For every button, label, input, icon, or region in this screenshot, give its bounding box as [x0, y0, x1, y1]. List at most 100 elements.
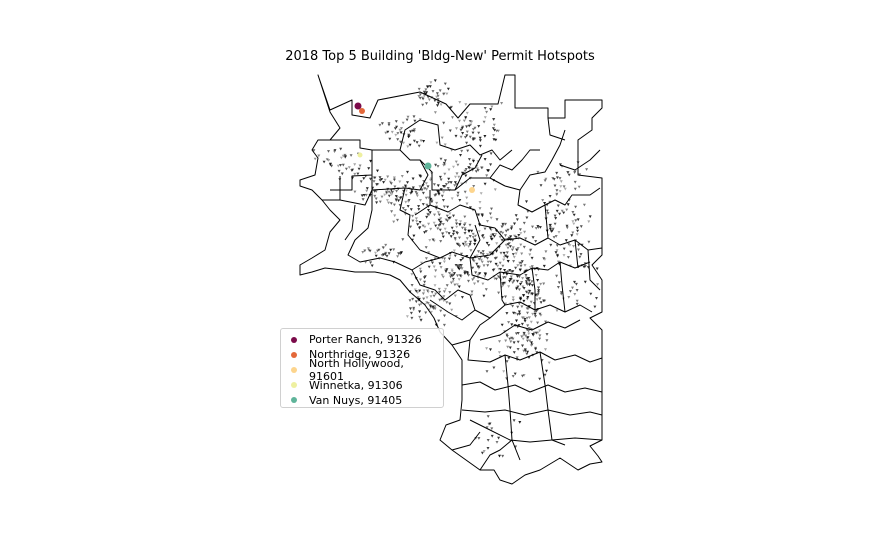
permit-marker-icon — [501, 231, 505, 235]
permit-marker-icon — [426, 289, 430, 293]
permit-marker-icon — [467, 274, 471, 277]
permit-marker-icon — [393, 185, 397, 189]
permit-marker-icon — [567, 242, 571, 246]
permit-marker-icon — [465, 202, 469, 206]
permit-marker-icon — [556, 204, 560, 207]
permit-marker-icon — [530, 268, 534, 272]
permit-marker-icon — [554, 251, 558, 254]
permit-marker-icon — [523, 318, 527, 321]
permit-marker-icon — [351, 176, 354, 180]
permit-marker-icon — [363, 249, 367, 253]
permit-marker-icon — [369, 177, 372, 181]
permit-marker-icon — [473, 137, 477, 141]
permit-marker-icon — [492, 275, 496, 279]
legend-label: Northridge, 91326 — [309, 348, 411, 362]
permit-marker-icon — [429, 304, 432, 308]
permit-marker-icon — [413, 288, 417, 292]
permit-marker-icon — [406, 181, 409, 184]
permit-marker-icon — [418, 118, 422, 121]
permit-marker-icon — [559, 291, 563, 294]
permit-marker-icon — [418, 315, 422, 319]
permit-marker-icon — [522, 374, 526, 377]
permit-marker-icon — [497, 351, 501, 354]
permit-marker-icon — [471, 128, 475, 131]
permit-marker-icon — [455, 182, 458, 186]
permit-marker-icon — [421, 184, 425, 187]
permit-marker-icon — [508, 245, 512, 248]
permit-marker-icon — [465, 141, 469, 145]
permit-marker-icon — [513, 324, 517, 327]
permit-marker-icon — [537, 268, 541, 271]
permit-marker-icon — [512, 341, 516, 345]
permit-marker-icon — [458, 199, 462, 202]
permit-marker-icon — [497, 291, 501, 295]
permit-marker-icon — [433, 257, 437, 261]
permit-marker-icon — [431, 305, 435, 309]
permit-marker-icon — [475, 262, 479, 266]
permit-marker-icon — [387, 122, 391, 125]
permit-marker-icon — [575, 226, 579, 230]
permit-marker-icon — [450, 149, 454, 152]
permit-marker-icon — [419, 270, 423, 274]
permit-marker-icon — [411, 129, 415, 133]
permit-marker-icon — [438, 220, 442, 224]
permit-marker-icon — [543, 202, 547, 205]
permit-marker-icon — [418, 93, 422, 96]
permit-marker-icon — [506, 260, 510, 263]
permit-marker-icon — [499, 251, 503, 255]
permit-marker-icon — [558, 177, 562, 180]
permit-marker-icon — [382, 246, 385, 250]
permit-marker-icon — [541, 199, 545, 202]
permit-marker-icon — [476, 167, 479, 171]
permit-marker-icon — [538, 329, 542, 333]
permit-marker-icon — [465, 243, 468, 247]
permit-marker-icon — [587, 220, 591, 224]
permit-marker-icon — [439, 309, 443, 313]
permit-marker-icon — [440, 297, 444, 301]
permit-marker-icon — [454, 315, 458, 318]
permit-marker-icon — [567, 198, 571, 202]
permit-marker-icon — [485, 241, 489, 245]
permit-marker-icon — [482, 120, 486, 124]
permit-marker-icon — [353, 163, 357, 166]
permit-marker-icon — [442, 92, 445, 96]
permit-marker-icon — [401, 207, 405, 210]
permit-marker-icon — [473, 126, 477, 130]
permit-marker-icon — [504, 229, 508, 233]
permit-marker-icon — [525, 290, 528, 294]
permit-marker-icon — [511, 375, 515, 378]
permit-marker-icon — [582, 203, 586, 207]
permit-marker-icon — [527, 279, 531, 283]
permit-marker-icon — [483, 275, 487, 279]
permit-marker-icon — [435, 141, 439, 145]
permit-marker-icon — [531, 353, 535, 357]
permit-marker-icon — [542, 257, 546, 260]
permit-marker-icon — [545, 229, 549, 233]
permit-marker-icon — [483, 158, 487, 161]
permit-marker-icon — [421, 97, 425, 101]
permit-marker-icon — [522, 221, 526, 225]
permit-marker-icon — [494, 138, 498, 142]
permit-marker-icon — [522, 287, 526, 290]
permit-marker-icon — [527, 356, 531, 359]
permit-marker-icon — [374, 251, 377, 255]
permit-marker-icon — [449, 252, 452, 255]
permit-marker-icon — [455, 283, 459, 287]
permit-marker-icon — [534, 331, 538, 335]
permit-marker-icon — [438, 290, 442, 294]
permit-marker-icon — [473, 282, 476, 286]
permit-marker-icon — [567, 296, 571, 299]
permit-marker-icon — [394, 120, 398, 123]
permit-marker-icon — [445, 219, 449, 223]
permit-marker-icon — [405, 118, 409, 122]
permit-marker-icon — [580, 243, 584, 247]
legend-item: Northridge, 91326 — [287, 347, 437, 362]
permit-marker-icon — [527, 292, 530, 295]
permit-marker-icon — [484, 288, 488, 291]
permit-marker-icon — [424, 311, 428, 315]
permit-marker-icon — [489, 163, 493, 167]
permit-marker-icon — [366, 247, 370, 250]
permit-marker-icon — [402, 133, 406, 136]
permit-marker-icon — [555, 274, 559, 278]
permit-marker-icon — [512, 311, 515, 315]
